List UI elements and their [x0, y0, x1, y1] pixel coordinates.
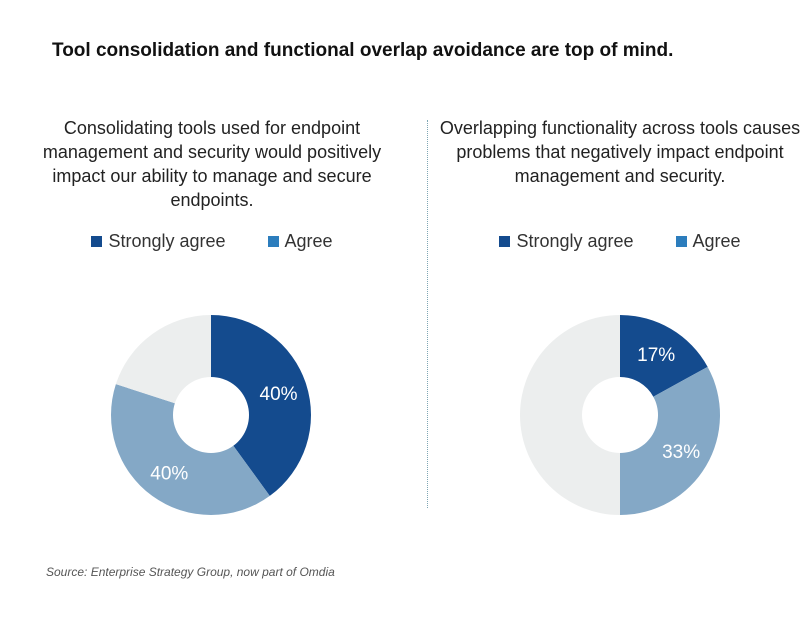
legend-swatch-agree	[267, 236, 279, 247]
left-chart-legend: Strongly agree Agree	[22, 231, 402, 252]
legend-label-strongly-agree: Strongly agree	[516, 231, 634, 251]
donut-data-label-agree: 40%	[150, 463, 188, 484]
donut-slice-strongly-agree	[211, 315, 311, 496]
right-chart-question: Overlapping functionality across tools c…	[439, 118, 800, 186]
donut-slice-agree	[620, 366, 720, 515]
right-chart-legend: Strongly agree Agree	[430, 231, 800, 252]
donut-data-label-agree: 33%	[662, 442, 700, 463]
legend-label-agree: Agree	[692, 231, 741, 251]
source-note: Source: Enterprise Strategy Group, now p…	[46, 565, 335, 579]
donut-slice-remainder	[115, 315, 211, 404]
legend-item-agree: Agree	[267, 231, 333, 252]
right-donut-chart: 17% 33%	[520, 315, 720, 515]
legend-swatch-strongly-agree	[91, 236, 103, 247]
left-chart-question: Consolidating tools used for endpoint ma…	[42, 118, 382, 210]
legend-label-strongly-agree: Strongly agree	[108, 231, 226, 251]
left-donut-chart: 40% 40%	[110, 315, 311, 515]
legend-item-agree: Agree	[675, 231, 741, 252]
legend-swatch-agree	[675, 236, 687, 247]
legend-swatch-strongly-agree	[499, 236, 511, 247]
donut-slice-strongly-agree	[620, 315, 708, 397]
donut-slice-agree	[110, 384, 270, 515]
panel-divider	[427, 120, 428, 508]
chart-headline: Tool consolidation and functional overla…	[52, 40, 674, 61]
left-chart-panel: Consolidating tools used for endpoint ma…	[22, 116, 402, 252]
legend-label-agree: Agree	[284, 231, 333, 251]
donut-slice-remainder	[520, 315, 620, 515]
legend-item-strongly-agree: Strongly agree	[91, 231, 226, 252]
legend-item-strongly-agree: Strongly agree	[499, 231, 634, 252]
donut-data-label-strongly-agree: 17%	[637, 345, 675, 366]
donut-data-label-strongly-agree: 40%	[260, 384, 298, 405]
right-chart-panel: Overlapping functionality across tools c…	[430, 116, 800, 252]
